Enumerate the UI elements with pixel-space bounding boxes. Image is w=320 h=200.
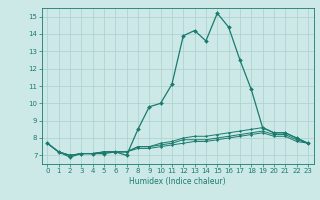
X-axis label: Humidex (Indice chaleur): Humidex (Indice chaleur) — [129, 177, 226, 186]
